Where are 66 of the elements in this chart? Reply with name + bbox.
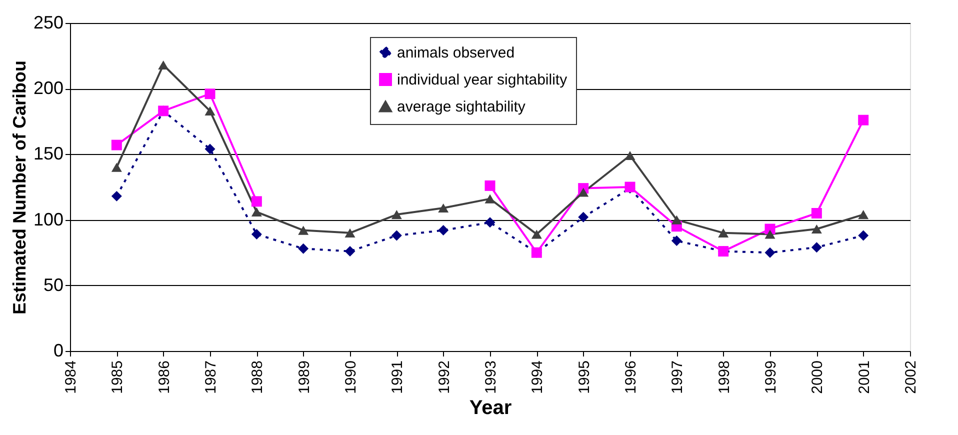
x-tick-label: 1996 (622, 360, 640, 394)
x-tick-label: 2001 (856, 360, 873, 394)
point (298, 243, 309, 254)
point (438, 225, 449, 236)
y-tick-label: 250 (33, 12, 64, 32)
point (578, 212, 589, 222)
point (204, 106, 216, 116)
x-tick-label: 1990 (342, 360, 360, 394)
x-tick-label: 1988 (249, 360, 266, 394)
point (858, 114, 869, 126)
legend-label: average sightability (397, 98, 526, 116)
y-tick-label: 0 (53, 340, 64, 360)
point (764, 247, 776, 258)
point (624, 150, 636, 160)
point (531, 230, 542, 239)
point (344, 228, 356, 238)
point (204, 144, 216, 154)
point (391, 210, 402, 220)
point (158, 60, 169, 70)
point (251, 196, 262, 207)
legend-label: individual year sightability (397, 72, 568, 88)
x-tick-label: 1986 (156, 360, 173, 394)
point (811, 224, 822, 234)
x-tick-label: 1993 (482, 360, 500, 394)
point (484, 217, 496, 228)
point (764, 230, 776, 239)
x-tick-label: 1994 (529, 360, 546, 394)
point (671, 236, 682, 246)
point (811, 242, 822, 253)
x-tick-label: 1989 (296, 360, 313, 394)
point (204, 88, 216, 100)
x-axis-title: Year (469, 396, 512, 419)
point (111, 190, 122, 202)
x-tick-label: 1995 (576, 360, 593, 394)
point (858, 210, 869, 220)
x-tick-label: 1985 (109, 360, 126, 394)
point (111, 162, 122, 172)
legend-label: animals observed (397, 44, 515, 62)
y-tick-label: 200 (33, 78, 64, 98)
point (111, 140, 122, 150)
point (858, 230, 869, 241)
y-tick-label: 50 (43, 274, 64, 295)
point (718, 228, 729, 238)
y-tick-label: 100 (33, 209, 64, 230)
point (251, 228, 262, 240)
x-tick-label: 1987 (202, 360, 220, 394)
y-tick-label: 150 (33, 144, 64, 164)
x-tick-label: 1997 (669, 360, 686, 394)
y-axis-title: Estimated Number of Caribou (9, 60, 30, 315)
point (811, 208, 822, 218)
point (251, 207, 262, 216)
point (298, 226, 309, 235)
x-tick-label: 1998 (716, 360, 733, 394)
point (438, 203, 449, 213)
x-tick-label: 2002 (902, 360, 920, 394)
x-tick-label: 1984 (62, 360, 80, 394)
point (578, 188, 589, 197)
point (391, 230, 402, 241)
x-tick-label: 1992 (436, 360, 453, 394)
point (484, 194, 496, 204)
point (344, 246, 356, 257)
x-tick-label: 1999 (762, 360, 780, 394)
x-tick-label: 2000 (809, 360, 826, 394)
point (484, 180, 496, 191)
point (671, 215, 682, 224)
x-tick-label: 1991 (389, 360, 406, 394)
